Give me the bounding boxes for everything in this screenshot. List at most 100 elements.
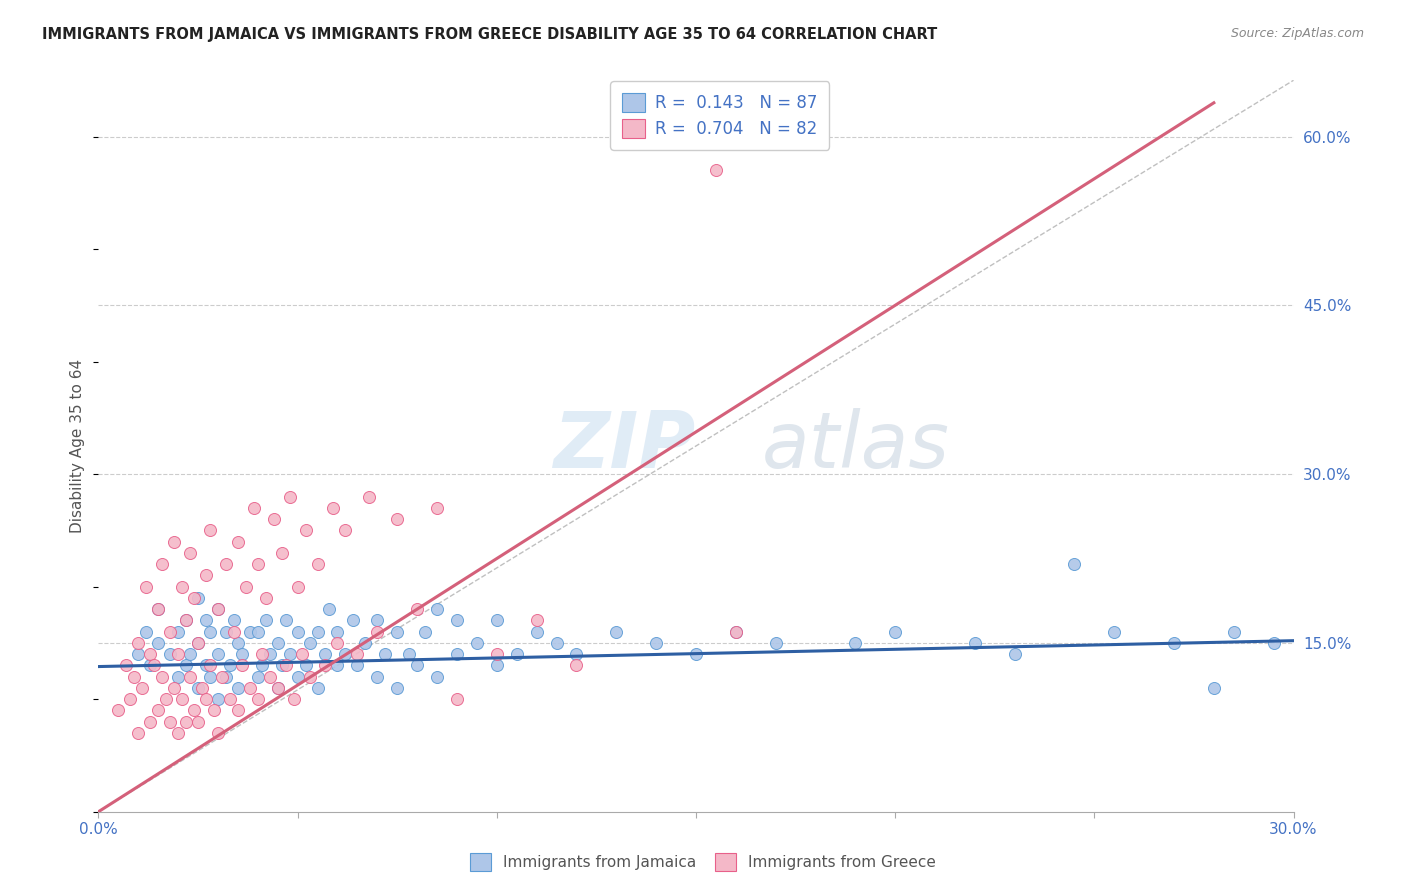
- Point: [267, 681, 290, 695]
- Point: [215, 624, 238, 639]
- Point: [291, 647, 314, 661]
- Point: [645, 636, 668, 650]
- Point: [246, 670, 269, 684]
- Point: [270, 658, 292, 673]
- Point: [198, 624, 221, 639]
- Point: [366, 670, 388, 684]
- Point: [326, 624, 349, 639]
- Point: [426, 670, 449, 684]
- Point: [207, 602, 229, 616]
- Point: [246, 624, 269, 639]
- Point: [322, 500, 344, 515]
- Point: [191, 681, 214, 695]
- Point: [359, 490, 381, 504]
- Point: [163, 534, 186, 549]
- Point: [250, 647, 273, 661]
- Point: [179, 670, 201, 684]
- Point: [294, 524, 316, 538]
- Point: [287, 580, 309, 594]
- Point: [179, 546, 201, 560]
- Text: IMMIGRANTS FROM JAMAICA VS IMMIGRANTS FROM GREECE DISABILITY AGE 35 TO 64 CORREL: IMMIGRANTS FROM JAMAICA VS IMMIGRANTS FR…: [42, 27, 938, 42]
- Point: [222, 624, 245, 639]
- Point: [565, 658, 588, 673]
- Point: [844, 636, 866, 650]
- Point: [346, 658, 368, 673]
- Point: [219, 658, 242, 673]
- Point: [148, 703, 170, 717]
- Point: [231, 647, 253, 661]
- Point: [385, 681, 409, 695]
- Point: [124, 670, 146, 684]
- Point: [167, 647, 190, 661]
- Point: [174, 614, 197, 628]
- Point: [219, 692, 242, 706]
- Point: [335, 524, 357, 538]
- Point: [485, 614, 508, 628]
- Point: [135, 624, 157, 639]
- Point: [884, 624, 907, 639]
- Point: [187, 714, 209, 729]
- Point: [167, 726, 190, 740]
- Point: [231, 658, 253, 673]
- Point: [183, 591, 205, 605]
- Point: [239, 681, 262, 695]
- Point: [226, 703, 249, 717]
- Point: [724, 624, 747, 639]
- Point: [326, 658, 349, 673]
- Point: [226, 636, 249, 650]
- Point: [318, 602, 340, 616]
- Point: [174, 658, 197, 673]
- Point: [1223, 624, 1246, 639]
- Point: [239, 624, 262, 639]
- Point: [250, 658, 273, 673]
- Point: [226, 534, 249, 549]
- Point: [179, 647, 201, 661]
- Point: [426, 602, 449, 616]
- Point: [202, 703, 225, 717]
- Point: [342, 614, 364, 628]
- Point: [211, 670, 233, 684]
- Point: [215, 670, 238, 684]
- Point: [765, 636, 787, 650]
- Point: [398, 647, 420, 661]
- Point: [270, 546, 292, 560]
- Point: [139, 647, 162, 661]
- Point: [315, 658, 337, 673]
- Point: [150, 557, 173, 571]
- Point: [127, 647, 149, 661]
- Point: [526, 614, 548, 628]
- Point: [215, 557, 238, 571]
- Point: [127, 636, 149, 650]
- Point: [107, 703, 129, 717]
- Point: [148, 602, 170, 616]
- Point: [406, 602, 429, 616]
- Point: [172, 580, 194, 594]
- Point: [267, 681, 290, 695]
- Point: [187, 681, 209, 695]
- Point: [172, 692, 194, 706]
- Point: [207, 602, 229, 616]
- Point: [446, 614, 468, 628]
- Point: [294, 658, 316, 673]
- Point: [354, 636, 377, 650]
- Point: [385, 512, 409, 526]
- Point: [326, 636, 349, 650]
- Point: [274, 658, 297, 673]
- Point: [1163, 636, 1185, 650]
- Point: [406, 658, 429, 673]
- Point: [267, 636, 290, 650]
- Point: [259, 670, 281, 684]
- Point: [385, 624, 409, 639]
- Point: [139, 714, 162, 729]
- Point: [198, 670, 221, 684]
- Point: [246, 557, 269, 571]
- Point: [174, 614, 197, 628]
- Point: [183, 703, 205, 717]
- Point: [485, 658, 508, 673]
- Point: [159, 714, 181, 729]
- Point: [187, 636, 209, 650]
- Point: [546, 636, 568, 650]
- Point: [298, 670, 321, 684]
- Point: [259, 647, 281, 661]
- Point: [226, 681, 249, 695]
